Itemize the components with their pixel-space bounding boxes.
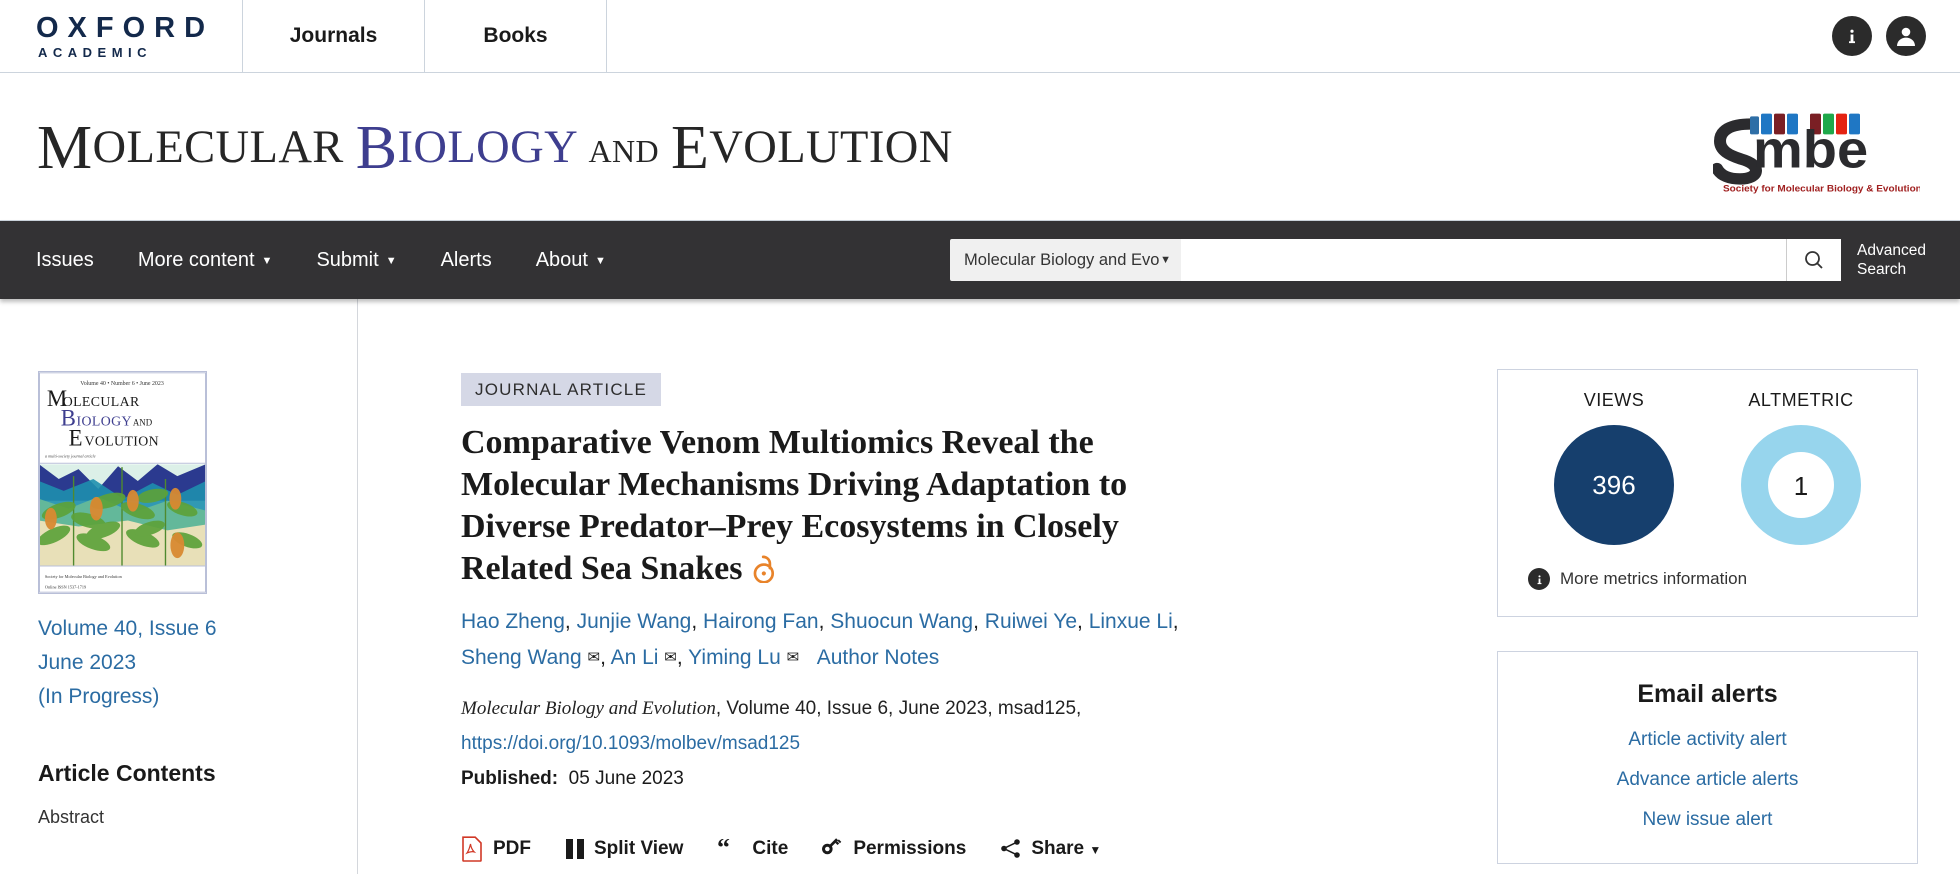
svg-text:Volume 40 • Number 6 • June 20: Volume 40 • Number 6 • June 2023 bbox=[80, 381, 164, 387]
svg-text:AND: AND bbox=[133, 418, 153, 428]
svg-text:Society for Molecular Biology: Society for Molecular Biology and Evolut… bbox=[45, 574, 123, 579]
svg-text:Online ISSN 1537-1719: Online ISSN 1537-1719 bbox=[45, 585, 86, 590]
svg-text:a multi-society journal articl: a multi-society journal article bbox=[45, 453, 96, 458]
svg-text:E: E bbox=[69, 425, 83, 450]
svg-text:IOLOGY: IOLOGY bbox=[77, 414, 132, 429]
svg-text:mbe: mbe bbox=[1753, 120, 1868, 179]
svg-text:1: 1 bbox=[1794, 471, 1808, 501]
svg-text:“: “ bbox=[717, 839, 730, 859]
svg-text:Society for Molecular Biology: Society for Molecular Biology & Evolutio… bbox=[1723, 183, 1920, 194]
svg-text:VOLUTION: VOLUTION bbox=[84, 433, 159, 448]
